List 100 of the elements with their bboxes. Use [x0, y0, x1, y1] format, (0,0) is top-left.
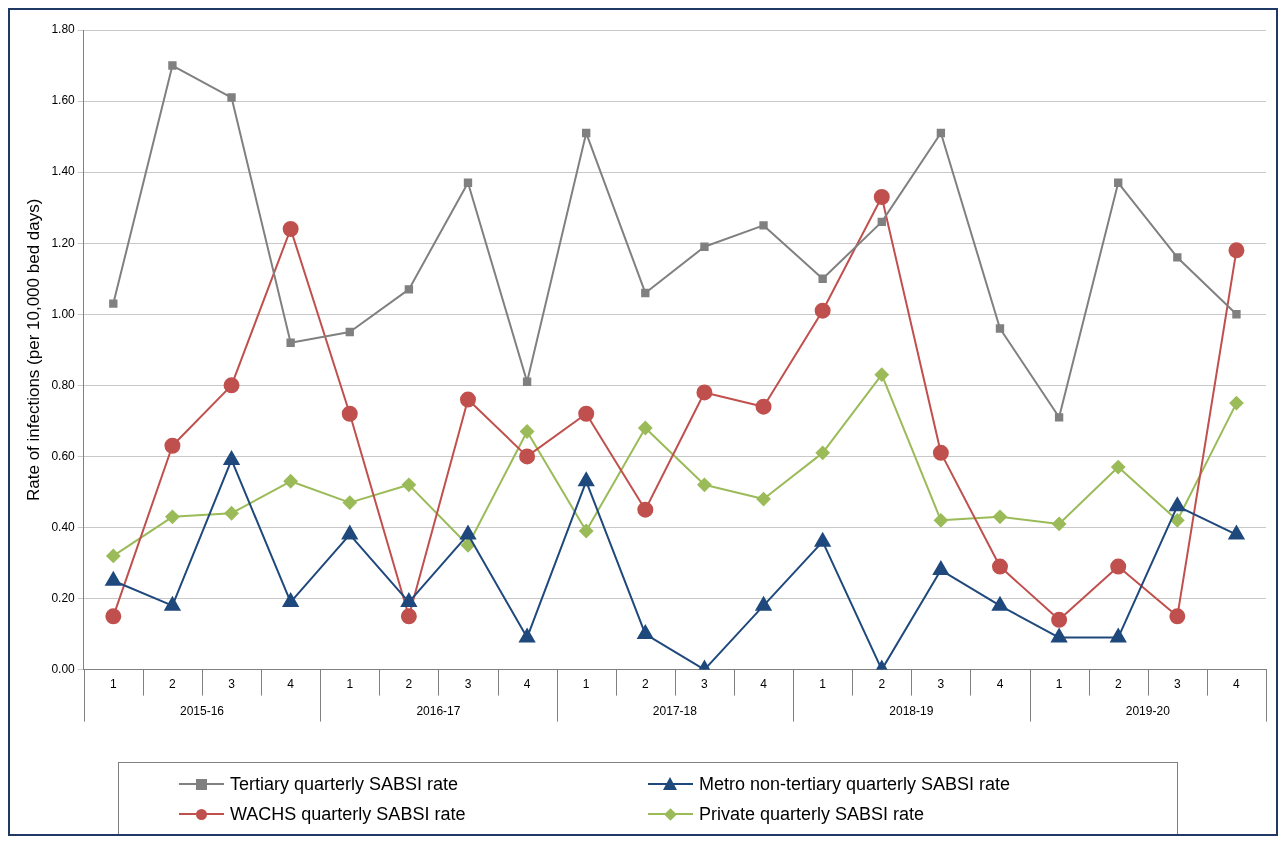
x-tick-label: 1: [582, 677, 590, 692]
y-tick-label: 0.00: [51, 661, 76, 676]
point: [756, 492, 771, 507]
point: [164, 596, 181, 611]
point: [1228, 242, 1245, 259]
x-tick-label: 1: [1055, 677, 1063, 692]
x-tick-label: 3: [464, 677, 472, 692]
point: [227, 93, 236, 102]
point: [1054, 413, 1064, 422]
y-tick-label: 1.60: [51, 93, 76, 108]
point: [463, 178, 473, 187]
point: [696, 384, 713, 401]
point: [873, 189, 890, 206]
point: [755, 596, 772, 611]
y-tick-label: 1.40: [51, 164, 76, 179]
point: [105, 608, 122, 625]
x-tick-label: 4: [760, 677, 768, 692]
point: [755, 398, 772, 415]
legend-label: Tertiary quarterly SABSI rate: [230, 773, 459, 795]
point: [1051, 611, 1068, 628]
x-tick-label: 3: [228, 677, 236, 692]
text: 2016-17: [416, 703, 461, 718]
x-tick-label: 2: [169, 677, 177, 692]
point: [637, 501, 654, 518]
point: [401, 477, 416, 492]
point: [522, 377, 532, 386]
point: [936, 128, 946, 138]
point: [814, 302, 831, 319]
x-tick-label: 4: [287, 677, 295, 692]
point: [1052, 516, 1067, 531]
point: [520, 424, 535, 439]
x-tick-label: 3: [1173, 677, 1181, 692]
point: [1169, 497, 1186, 512]
point: [224, 506, 239, 521]
point: [637, 625, 654, 640]
y-tick-label: 1.80: [51, 22, 76, 37]
point: [109, 299, 118, 308]
point: [933, 513, 948, 528]
point: [877, 217, 886, 227]
point: [282, 593, 299, 608]
x-tick-label: 2: [405, 677, 413, 692]
point: [1173, 253, 1182, 262]
point: [168, 61, 177, 70]
x-tick-label: 3: [937, 677, 945, 692]
point: [400, 608, 417, 625]
point: [638, 420, 653, 435]
text: 2015-16: [179, 703, 225, 718]
point: [1232, 310, 1241, 319]
x-tick-label: 1: [819, 677, 827, 692]
point: [641, 288, 650, 298]
y-axis-title: Rate of infections (per 10,000 bed days): [23, 198, 43, 501]
point: [1170, 513, 1185, 528]
x-tick-label: 4: [1233, 677, 1241, 692]
point: [1110, 628, 1127, 643]
point: [342, 495, 357, 510]
legend-label: WACHS quarterly SABSI rate: [230, 803, 466, 825]
point: [105, 571, 122, 586]
y-tick-label: 1.00: [51, 306, 76, 321]
point: [579, 524, 594, 539]
point: [106, 548, 121, 563]
point: [400, 593, 417, 608]
point: [345, 327, 354, 337]
legend-label: Metro non-tertiary quarterly SABSI rate: [699, 773, 1011, 795]
text: 2019-20: [1125, 703, 1171, 718]
point: [164, 437, 181, 454]
point: [1229, 396, 1244, 411]
point: [992, 558, 1008, 575]
point: [165, 509, 180, 524]
point: [1114, 178, 1123, 187]
point: [815, 445, 830, 460]
point: [459, 391, 476, 408]
point: [818, 274, 827, 283]
point: [1111, 460, 1126, 475]
point: [995, 324, 1005, 333]
point: [578, 472, 595, 487]
point: [697, 477, 712, 492]
point: [1228, 525, 1245, 540]
point: [223, 450, 240, 465]
point: [992, 596, 1008, 611]
point: [932, 444, 949, 461]
x-tick-label: 1: [109, 677, 117, 692]
point: [519, 448, 536, 465]
x-tick-label: 4: [523, 677, 531, 692]
x-tick-label: 2: [1114, 677, 1122, 692]
point: [341, 525, 358, 540]
point: [993, 509, 1007, 524]
point: [341, 405, 358, 422]
point: [283, 474, 298, 489]
point: [700, 242, 709, 251]
point: [460, 538, 475, 553]
point: [874, 367, 889, 382]
point: [282, 220, 299, 237]
point: [1169, 608, 1186, 625]
text: 2017-18: [652, 703, 698, 718]
point: [460, 525, 476, 540]
point: [759, 221, 768, 230]
point: [1051, 628, 1068, 643]
y-tick-label: 1.20: [51, 235, 76, 250]
x-tick-label: 2: [641, 677, 649, 692]
point: [932, 561, 949, 576]
